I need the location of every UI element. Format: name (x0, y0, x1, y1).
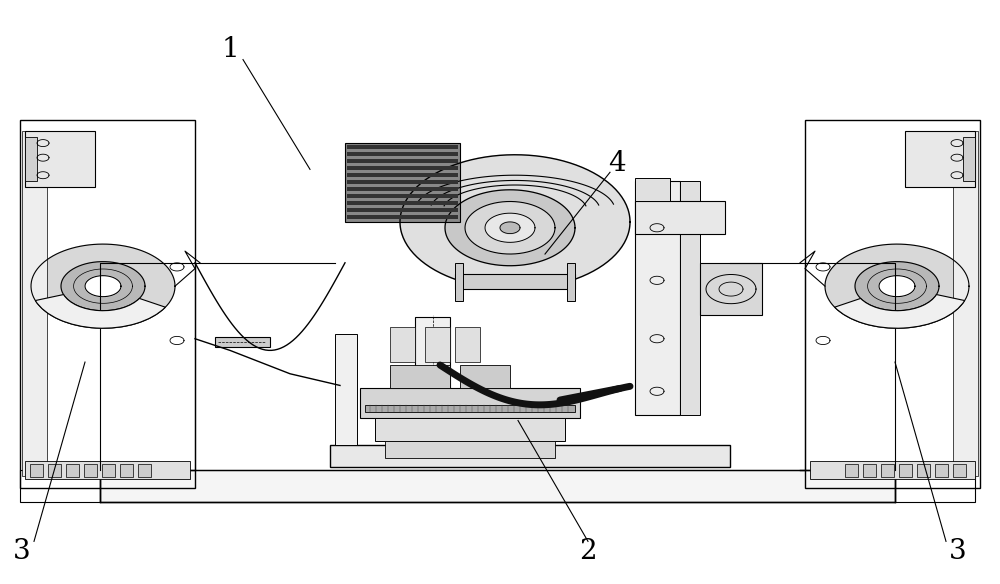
Bar (347, 194, 458, 198)
Polygon shape (85, 276, 121, 297)
Bar (385, 441, 555, 458)
Text: 3: 3 (949, 538, 967, 565)
Bar (805, 120, 980, 488)
Polygon shape (400, 155, 630, 289)
Bar (863, 464, 876, 477)
Bar (700, 263, 762, 315)
Bar (360, 388, 580, 418)
Bar (881, 464, 894, 477)
Bar (455, 327, 480, 362)
Bar (390, 365, 450, 388)
Bar (215, 337, 270, 347)
Bar (347, 159, 458, 163)
Polygon shape (879, 276, 915, 297)
Bar (963, 137, 975, 181)
Bar (345, 143, 460, 222)
Bar (20, 470, 100, 502)
Bar (905, 131, 975, 187)
Polygon shape (719, 282, 743, 296)
Bar (347, 145, 458, 149)
Bar (935, 464, 948, 477)
Bar (20, 120, 195, 488)
Bar (347, 201, 458, 205)
Bar (415, 317, 450, 445)
Bar (138, 464, 151, 477)
Polygon shape (61, 262, 145, 311)
Polygon shape (37, 154, 49, 161)
Bar (845, 464, 858, 477)
Bar (335, 334, 357, 445)
Bar (375, 418, 565, 441)
Bar (953, 131, 978, 476)
Bar (330, 445, 730, 467)
Polygon shape (650, 387, 664, 395)
Bar (917, 464, 930, 477)
Bar (347, 166, 458, 170)
Bar (455, 263, 463, 301)
Polygon shape (706, 274, 756, 304)
Polygon shape (37, 172, 49, 179)
Bar (120, 464, 133, 477)
Text: 4: 4 (608, 150, 626, 177)
Bar (953, 464, 966, 477)
Bar (84, 464, 97, 477)
Polygon shape (650, 335, 664, 343)
Bar (390, 327, 415, 362)
Bar (810, 461, 975, 479)
Wedge shape (35, 294, 165, 328)
Text: 3: 3 (13, 538, 31, 565)
Bar (895, 470, 975, 502)
Bar (25, 131, 95, 187)
Polygon shape (445, 190, 575, 266)
Polygon shape (31, 244, 175, 328)
Bar (22, 131, 47, 476)
Bar (25, 137, 37, 181)
Polygon shape (500, 222, 520, 234)
Bar (347, 215, 458, 219)
Polygon shape (465, 201, 555, 254)
Polygon shape (485, 213, 535, 242)
Polygon shape (951, 154, 963, 161)
Bar (899, 464, 912, 477)
Polygon shape (855, 262, 939, 311)
Bar (347, 152, 458, 156)
Bar (635, 181, 680, 415)
Bar (680, 181, 700, 415)
Text: 2: 2 (579, 538, 597, 565)
Bar (100, 470, 895, 502)
Bar (25, 461, 190, 479)
Polygon shape (951, 172, 963, 179)
Bar (455, 274, 575, 289)
Bar (425, 327, 450, 362)
Bar (635, 201, 725, 234)
Bar (48, 464, 61, 477)
Wedge shape (835, 294, 965, 328)
Bar (347, 173, 458, 177)
Bar (347, 187, 458, 191)
Bar (460, 365, 510, 388)
Polygon shape (37, 140, 49, 147)
Bar (102, 464, 115, 477)
Bar (66, 464, 79, 477)
Polygon shape (951, 140, 963, 147)
Polygon shape (650, 276, 664, 284)
Polygon shape (650, 224, 664, 232)
Bar (635, 178, 670, 201)
Bar (347, 208, 458, 212)
Bar (347, 180, 458, 184)
Bar (30, 464, 43, 477)
Bar (567, 263, 575, 301)
Bar (365, 405, 575, 412)
Text: 1: 1 (221, 36, 239, 63)
Polygon shape (825, 244, 969, 328)
